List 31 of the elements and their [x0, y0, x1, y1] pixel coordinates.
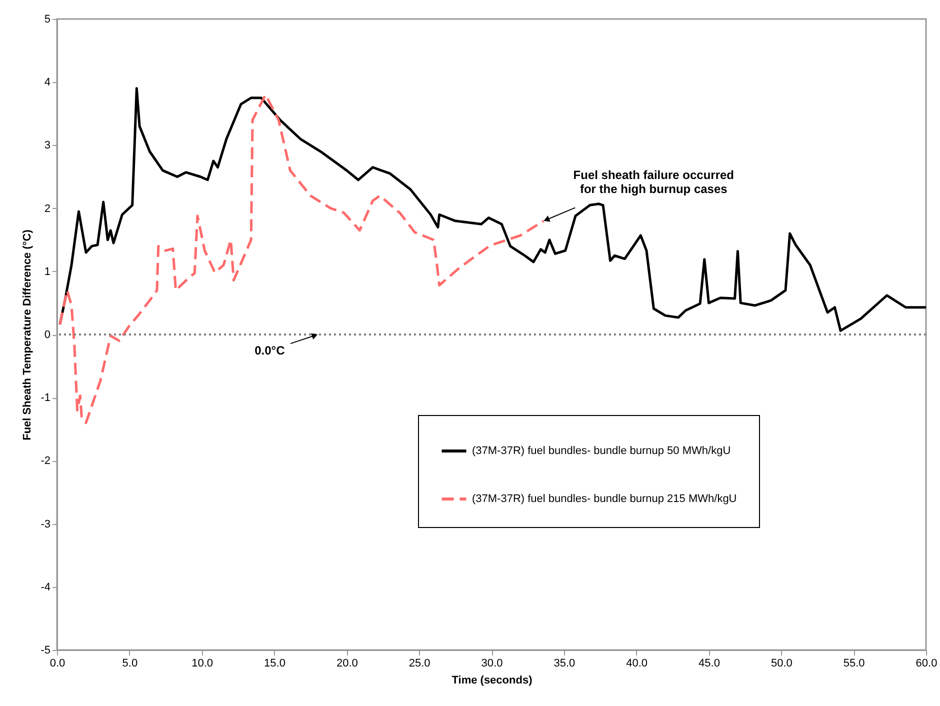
annotation: 0.0°C	[254, 344, 286, 358]
legend-label: (37M-37R) fuel bundles- bundle burnup 50 MWh/kgU	[472, 445, 731, 457]
y-tick-label: 1	[44, 266, 50, 278]
legend-label: (37M-37R) fuel bundles- bundle burnup 215 MWh/kgU	[472, 493, 737, 505]
x-tick-label: 50.0	[770, 658, 792, 670]
x-tick-label: 5.0	[122, 658, 138, 670]
x-tick-label: 20.0	[336, 658, 358, 670]
x-tick-label: 15.0	[264, 658, 286, 670]
y-tick-label: -3	[40, 518, 50, 530]
x-tick-label: 0.0	[50, 658, 66, 670]
y-tick-label: -1	[40, 392, 50, 404]
x-tick-label: 40.0	[626, 658, 648, 670]
y-tick-label: -4	[40, 581, 50, 594]
y-tick-label: 4	[44, 76, 50, 89]
annotation: Fuel sheath failure occurred for the high burnup cases	[573, 168, 734, 196]
x-tick-label: 35.0	[554, 658, 576, 670]
y-tick-label: 2	[44, 202, 50, 215]
y-tick-label: 5	[44, 14, 50, 26]
y-tick-label: 0	[44, 329, 50, 341]
x-tick-label: 60.0	[916, 658, 938, 670]
x-tick-label: 45.0	[698, 658, 720, 670]
y-tick-label: 3	[44, 140, 50, 152]
x-tick-label: 55.0	[843, 658, 865, 670]
x-tick-label: 10.0	[192, 658, 214, 670]
y-tick-label: -5	[40, 644, 50, 656]
y-tick-label: -2	[40, 455, 50, 468]
x-axis-title: Time (seconds)	[452, 674, 533, 686]
y-axis-title: Fuel Sheath Temperature Difference (°C)	[22, 229, 34, 440]
x-tick-label: 25.0	[408, 658, 430, 670]
x-tick-label: 30.0	[481, 658, 503, 670]
line-series	[58, 87, 926, 332]
